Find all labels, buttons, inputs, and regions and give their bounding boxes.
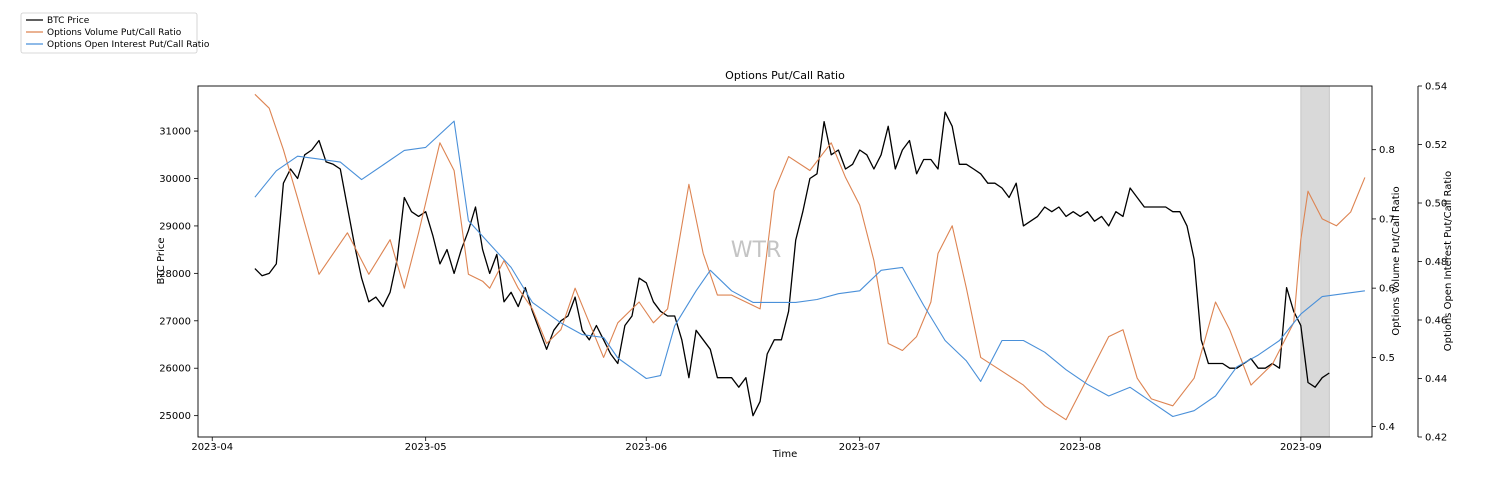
right2-tick-label-4: 0.50: [1425, 199, 1447, 210]
right1-tick-label-2: 0.6: [1379, 284, 1395, 295]
shaded-region: [1300, 85, 1330, 438]
legend-label-oi: Options Open Interest Put/Call Ratio: [47, 40, 210, 50]
right2-tick-label-5: 0.52: [1425, 140, 1447, 151]
x-tick-label-2: 2023-06: [625, 442, 667, 453]
right2-tick-label-2: 0.46: [1425, 316, 1447, 327]
right1-tick-label-1: 0.5: [1379, 353, 1395, 364]
left-axis-label: BTC Price: [156, 238, 167, 285]
x-tick-label-3: 2023-07: [839, 442, 881, 453]
left-tick-label-1: 26000: [159, 364, 191, 375]
right2-axis-label: Options Open Interest Put/Call Ratio: [1443, 171, 1454, 351]
plot-frame: [197, 85, 1373, 438]
background-layer: [1300, 85, 1330, 438]
right2-tick-label-6: 0.54: [1425, 82, 1447, 93]
right1-axis-label: Options Volume Put/Call Ratio: [1391, 186, 1402, 335]
left-tick-label-6: 31000: [159, 127, 191, 138]
series-line-0: [254, 111, 1330, 417]
left-tick-label-4: 29000: [159, 221, 191, 232]
x-tick-label-1: 2023-05: [405, 442, 447, 453]
right2-tick-label-0: 0.42: [1425, 433, 1447, 444]
x-tick-label-5: 2023-09: [1280, 442, 1322, 453]
left-tick-label-5: 30000: [159, 174, 191, 185]
series-layer: [254, 93, 1366, 421]
right1-tick-label-3: 0.7: [1379, 214, 1395, 225]
legend-label-volume: Options Volume Put/Call Ratio: [47, 28, 182, 38]
left-tick-label-3: 28000: [159, 269, 191, 280]
x-tick-label-4: 2023-08: [1059, 442, 1101, 453]
chart-title: Options Put/Call Ratio: [725, 69, 845, 82]
x-tick-label-0: 2023-04: [191, 442, 233, 453]
left-tick-label-0: 25000: [159, 411, 191, 422]
right2-tick-label-1: 0.44: [1425, 374, 1447, 385]
legend: BTC Price Options Volume Put/Call Ratio …: [20, 12, 210, 54]
left-tick-label-2: 27000: [159, 316, 191, 327]
axis-layer: 2023-04 2023-05 2023-06 2023-07 2023-08 2023-…: [159, 82, 1447, 454]
series-line-1: [254, 93, 1366, 421]
right1-tick-label-0: 0.4: [1379, 422, 1395, 433]
legend-label-btc: BTC Price: [47, 16, 90, 26]
watermark: WTR: [731, 238, 781, 263]
x-axis-label: Time: [772, 449, 797, 460]
legend-frame: [20, 12, 198, 54]
right1-tick-label-4: 0.8: [1379, 145, 1395, 156]
right2-tick-label-3: 0.48: [1425, 257, 1447, 268]
series-line-2: [254, 120, 1365, 418]
